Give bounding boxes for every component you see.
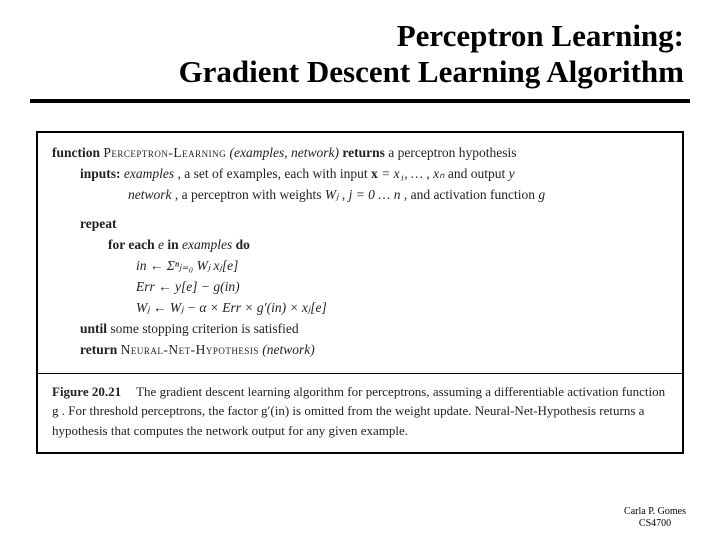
kw-return: return: [80, 342, 117, 357]
kw-foreach-a: for each: [108, 237, 158, 252]
algo-line-inputs2: network , a perceptron with weights Wⱼ ,…: [52, 185, 668, 206]
until-text: some stopping criterion is satisfied: [110, 321, 298, 336]
figure-box: function Perceptron-Learning (examples, …: [36, 131, 684, 454]
footer-author: Carla P. Gomes: [624, 506, 686, 518]
algo-line-return: return Neural-Net-Hypothesis (network): [52, 340, 668, 361]
kw-inputs: inputs:: [80, 166, 121, 181]
inputs2d: , and activation function: [404, 187, 539, 202]
spacer: [52, 206, 668, 214]
algo-line-inputs1: inputs: examples , a set of examples, ea…: [52, 164, 668, 185]
inputs-examples: examples: [124, 166, 174, 181]
inputs-g: g: [538, 187, 545, 202]
algo-line-foreach: for each e in examples do: [52, 235, 668, 256]
fn-args: (examples, network): [230, 145, 339, 160]
algo-line-repeat: repeat: [52, 214, 668, 235]
algo-step1: in ← Σⁿⱼ₌₀ Wⱼ xⱼ[e]: [52, 256, 668, 277]
fn-name: Perceptron-Learning: [103, 145, 226, 160]
inputs-xvec: = x₁, … , xₙ: [381, 166, 444, 181]
inputs-network: network: [128, 187, 172, 202]
slide-footer: Carla P. Gomes CS4700: [624, 506, 686, 530]
inputs1e: and output: [448, 166, 509, 181]
inputs2b: , a perceptron with weights: [175, 187, 325, 202]
title-line-1: Perceptron Learning:: [397, 18, 684, 53]
inputs-y: y: [509, 166, 515, 181]
caption-c: is omitted from the weight update.: [292, 403, 474, 418]
algorithm-block: function Perceptron-Learning (examples, …: [38, 133, 682, 372]
foreach-e: e: [158, 237, 164, 252]
foreach-examples: examples: [182, 237, 232, 252]
caption-nnh: Neural-Net-Hypothesis: [475, 403, 596, 418]
figure-caption: Figure 20.21 The gradient descent learni…: [38, 374, 682, 453]
algo-line-until: until some stopping criterion is satisfi…: [52, 319, 668, 340]
kw-function: function: [52, 145, 100, 160]
kw-until: until: [80, 321, 107, 336]
algo-step3: Wⱼ ← Wⱼ − α × Err × g′(in) × xⱼ[e]: [52, 298, 668, 319]
caption-g: g: [52, 403, 59, 418]
kw-foreach-in: in: [167, 237, 182, 252]
title-line-2: Gradient Descent Learning Algorithm: [179, 54, 684, 89]
return-arg: (network): [262, 342, 314, 357]
returns-text: a perceptron hypothesis: [388, 145, 516, 160]
slide-title: Perceptron Learning: Gradient Descent Le…: [30, 18, 690, 89]
kw-foreach-do: do: [236, 237, 250, 252]
caption-gprime: g′(in): [261, 403, 289, 418]
kw-returns: returns: [342, 145, 388, 160]
title-underline: [30, 99, 690, 103]
kw-repeat: repeat: [80, 216, 117, 231]
algo-step2: Err ← y[e] − g(in): [52, 277, 668, 298]
inputs-x: x: [371, 166, 378, 181]
caption-label: Figure 20.21: [52, 384, 133, 399]
return-fn: Neural-Net-Hypothesis: [121, 342, 259, 357]
inputs1b: , a set of examples, each with input: [178, 166, 371, 181]
caption-a: The gradient descent learning algorithm …: [136, 384, 665, 399]
footer-course: CS4700: [624, 518, 686, 530]
inputs-weights: Wⱼ , j = 0 … n: [325, 187, 401, 202]
caption-b: . For threshold perceptrons, the factor: [62, 403, 261, 418]
algo-line-fn: function Perceptron-Learning (examples, …: [52, 143, 668, 164]
